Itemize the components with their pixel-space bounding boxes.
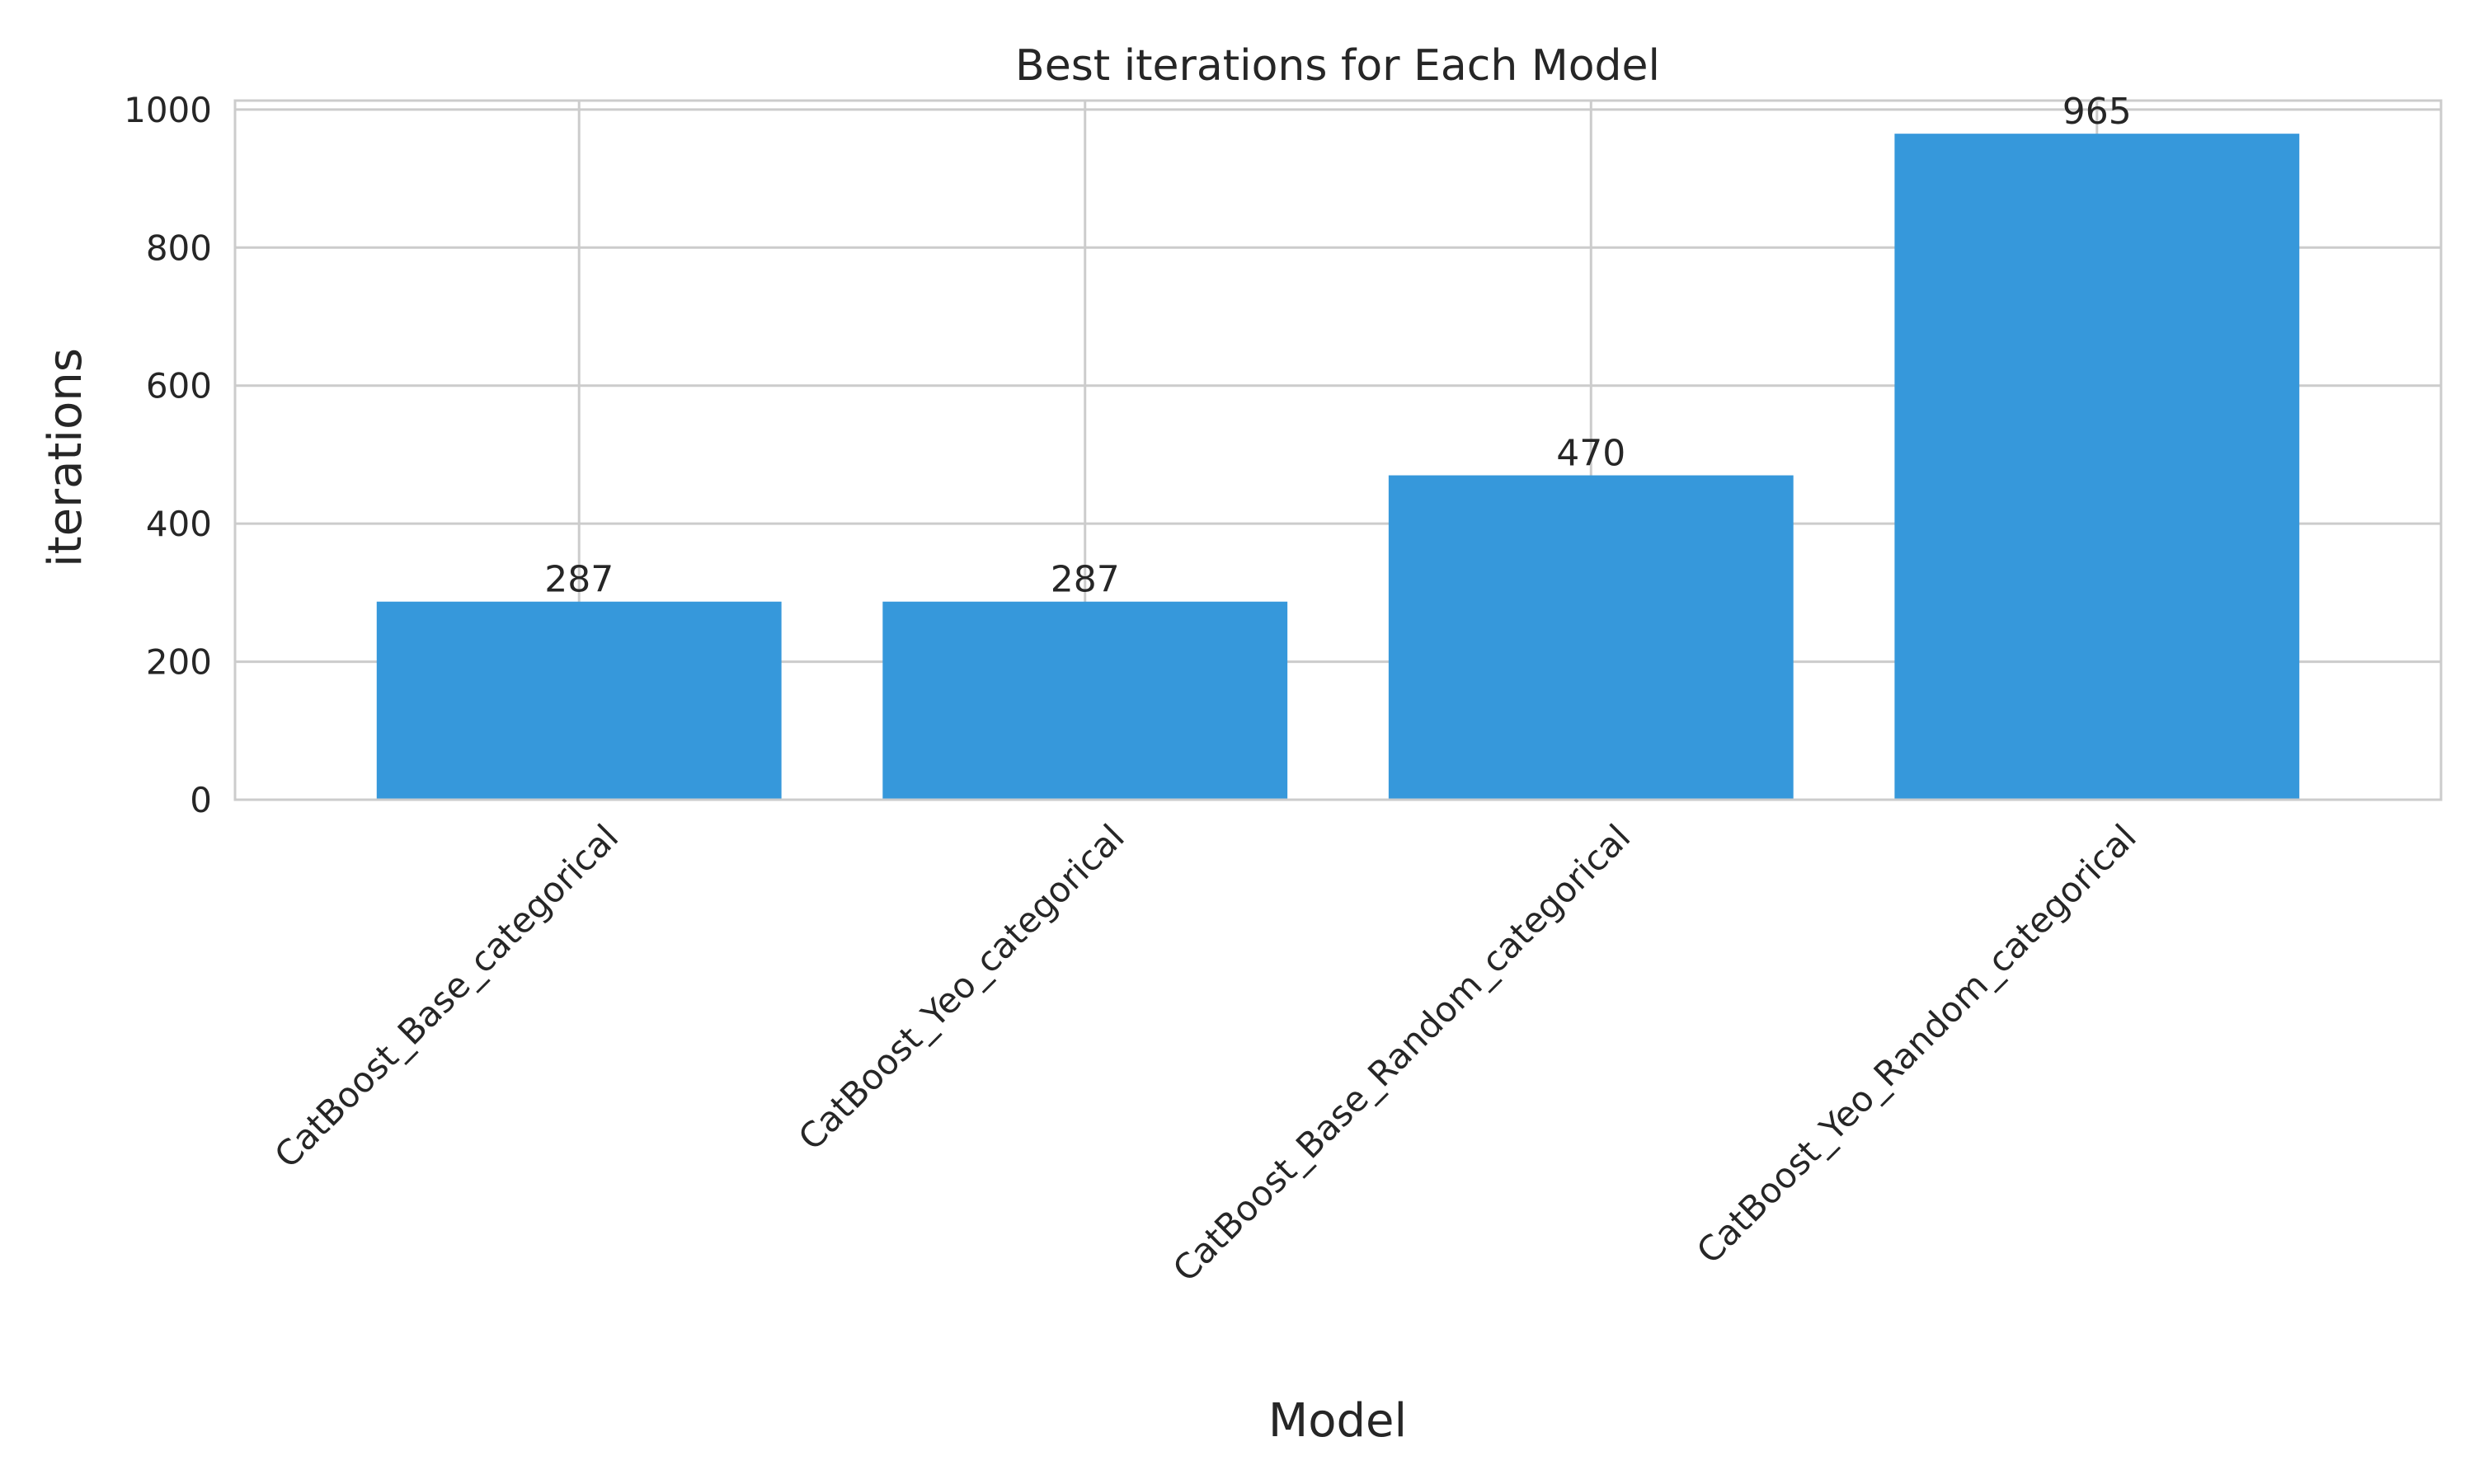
x-tick-label: CatBoost_Yeo_categorical (791, 816, 1132, 1158)
y-tick-label: 600 (146, 366, 212, 406)
plot-frame (233, 99, 2443, 801)
x-axis-ticks: CatBoost_Base_categorical CatBoost_Yeo_ca… (266, 816, 2143, 1289)
y-tick-label: 1000 (124, 90, 212, 130)
bar-value-label: 287 (1051, 559, 1120, 601)
bars (376, 134, 2300, 800)
y-tick-label: 0 (190, 780, 212, 820)
x-tick-label: CatBoost_Base_categorical (266, 816, 626, 1176)
y-axis-title: iterations (39, 348, 92, 567)
y-tick-label: 400 (146, 504, 212, 544)
bar (1388, 475, 1794, 800)
bar-value-label: 470 (1556, 433, 1625, 475)
bar (882, 601, 1288, 800)
bar-value-label: 287 (544, 559, 614, 601)
x-axis-title: Model (1268, 1394, 1407, 1448)
bar (1894, 134, 2300, 800)
data-labels: 287 287 470 965 (544, 91, 2132, 601)
chart-title: Best iterations for Each Model (1015, 41, 1660, 91)
bar-value-label: 965 (2062, 91, 2132, 133)
y-tick-label: 800 (146, 228, 212, 268)
y-axis-ticks: 0 200 400 600 800 1000 (124, 90, 212, 820)
x-tick-label: CatBoost_Base_Random_categorical (1165, 816, 1639, 1289)
bar (376, 601, 782, 800)
y-tick-label: 200 (146, 642, 212, 683)
x-tick-label: CatBoost_Yeo_Random_categorical (1689, 816, 2144, 1271)
